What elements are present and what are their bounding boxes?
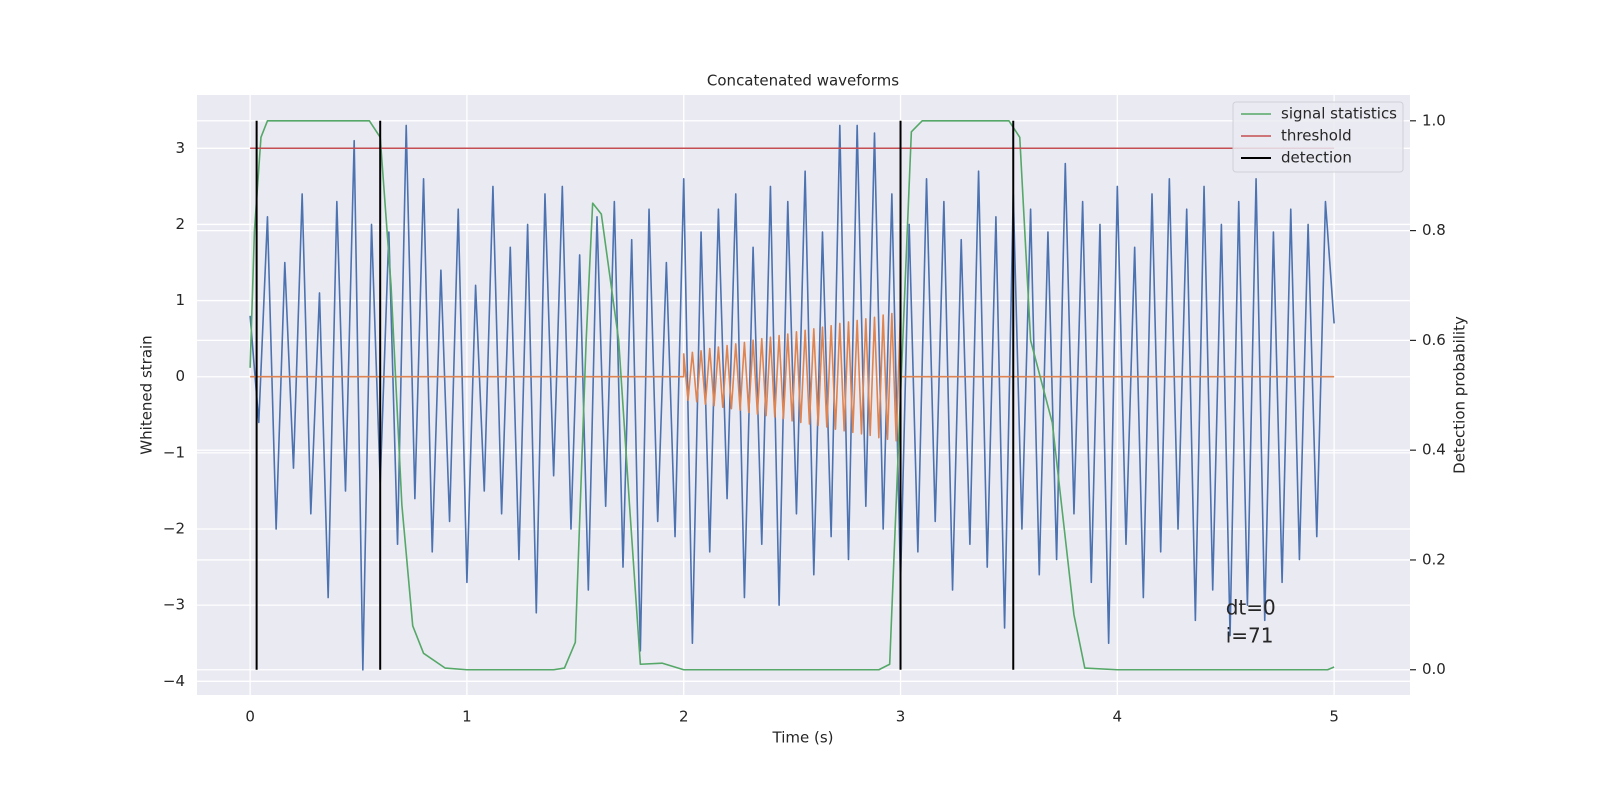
y-axis-label: Whitened strain (138, 335, 156, 454)
legend-label: signal statistics (1281, 105, 1397, 123)
x-tick-label: 0 (245, 708, 255, 726)
annotation: dt=0 (1226, 595, 1276, 619)
x-tick-label: 5 (1329, 708, 1339, 726)
annotation: i=71 (1226, 623, 1274, 647)
x-axis-label: Time (s) (772, 729, 834, 747)
series-line (250, 311, 1335, 442)
y2-tick-label: 0.0 (1422, 660, 1446, 678)
y-tick-label: 1 (175, 291, 185, 309)
x-tick-label: 2 (679, 708, 689, 726)
series-line (249, 120, 1335, 671)
y-tick-label: 0 (175, 367, 185, 385)
x-tick-label: 1 (462, 708, 472, 726)
y2-tick-label: 0.8 (1422, 221, 1446, 239)
y2-tick-label: 1.0 (1422, 111, 1446, 129)
chart-title: Concatenated waveforms (707, 72, 899, 90)
legend-label: detection (1281, 149, 1352, 167)
x-tick-label: 4 (1113, 708, 1123, 726)
y2-axis-label: Detection probability (1451, 316, 1469, 474)
y-tick-label: −4 (163, 672, 185, 690)
y-tick-label: −3 (163, 596, 185, 614)
y-tick-label: 3 (175, 139, 185, 157)
y2-tick-label: 0.6 (1422, 331, 1446, 349)
y-tick-label: 2 (175, 215, 185, 233)
y2-tick-label: 0.2 (1422, 550, 1446, 568)
x-tick-label: 3 (896, 708, 906, 726)
y-tick-label: −2 (163, 520, 185, 538)
legend-box (1232, 101, 1404, 173)
y-tick-label: −1 (163, 443, 185, 461)
y2-tick-label: 0.4 (1422, 441, 1446, 459)
legend-label: threshold (1281, 127, 1352, 145)
series-line (249, 124, 1335, 671)
